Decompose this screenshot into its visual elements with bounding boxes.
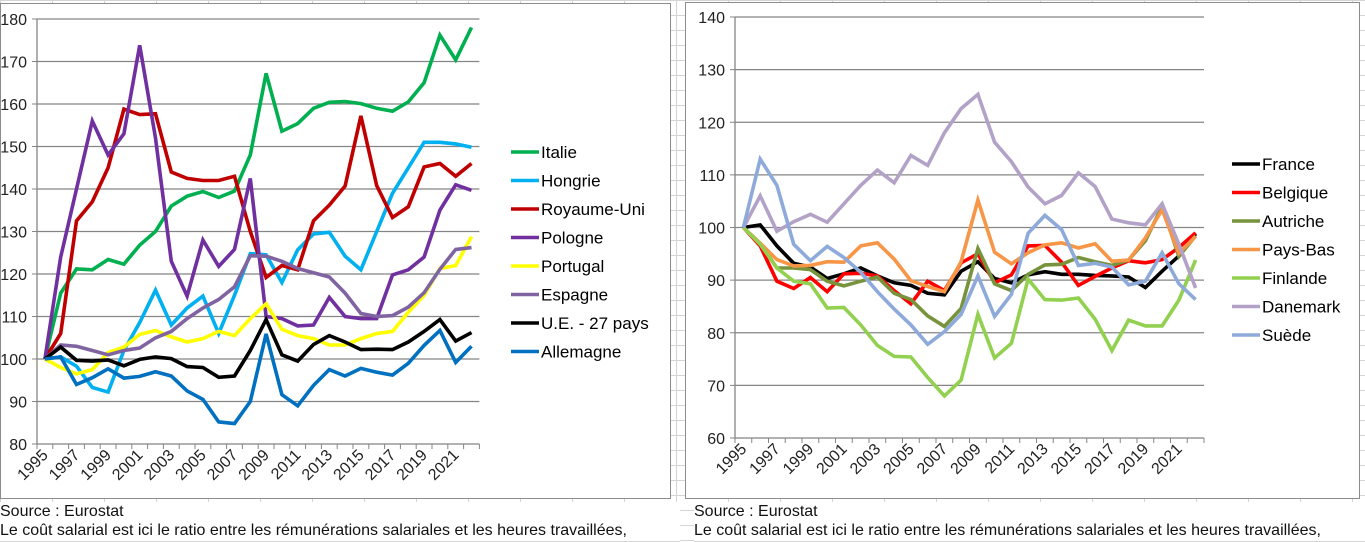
y-tick-label: 80 <box>9 437 27 454</box>
legend-label: Royaume-Uni <box>541 200 645 219</box>
legend-item[interactable]: Royaume-Uni <box>511 200 645 219</box>
y-tick-label: 170 <box>1 55 27 72</box>
x-tick-label: 2007 <box>914 441 951 478</box>
legend-item[interactable]: Portugal <box>511 257 604 276</box>
x-tick-label: 2007 <box>204 447 241 484</box>
x-tick-label: 1997 <box>747 441 784 478</box>
series-line-allemagne[interactable] <box>44 327 473 426</box>
series-line-espagne[interactable] <box>43 245 472 361</box>
x-tick-label: 2005 <box>173 447 210 484</box>
legend-item[interactable]: Hongrie <box>511 172 601 191</box>
legend-label: Allemagne <box>541 343 621 362</box>
series-line-pologne[interactable] <box>43 44 473 360</box>
y-tick-label: 80 <box>707 326 725 343</box>
chart-right-labor-cost[interactable]: 60 70 80 90 100 110 120 130 140 1995 1997 1999 2001 2… <box>685 2 1360 499</box>
legend-item[interactable]: Espagne <box>511 286 608 305</box>
definition-note-left: Le coût salarial est ici le ratio entre … <box>0 521 680 542</box>
legend-label: Pays-Bas <box>1262 241 1335 260</box>
x-tick-label: 2019 <box>1115 441 1152 478</box>
x-tick-label: 2015 <box>1048 441 1085 478</box>
x-tick-label: 2021 <box>1149 441 1186 478</box>
x-tick-label: 2015 <box>331 447 368 484</box>
y-tick-label: 130 <box>698 63 725 80</box>
x-tick-label: 1999 <box>78 447 115 484</box>
series-line-portugal[interactable] <box>44 235 474 376</box>
legend-label: Pologne <box>541 229 603 248</box>
y-tick-label: 120 <box>1 267 27 284</box>
definition-note-right: Le coût salarial est ici le ratio entre … <box>694 521 1365 542</box>
x-tick-label: 2001 <box>109 447 146 484</box>
x-tick-label: 2003 <box>141 447 178 484</box>
source-note-right: Source : Eurostat <box>694 502 1365 523</box>
y-tick-label: 90 <box>9 395 27 412</box>
legend-label: Finlande <box>1262 269 1327 288</box>
legend-item[interactable]: Suède <box>1232 326 1311 345</box>
y-tick-label: 60 <box>707 431 725 448</box>
legend-label: Suède <box>1262 326 1311 345</box>
x-tick-label: 2013 <box>1015 441 1052 478</box>
x-tick-label: 2009 <box>236 447 273 484</box>
legend-label: Espagne <box>541 286 608 305</box>
series-line-autriche[interactable] <box>742 201 1197 329</box>
legend-label: France <box>1262 155 1315 174</box>
series-line-pays-bas[interactable] <box>742 193 1197 294</box>
series-line-su-de[interactable] <box>741 154 1197 347</box>
y-tick-label: 90 <box>707 273 725 290</box>
y-tick-label: 130 <box>1 225 27 242</box>
y-tick-label: 140 <box>698 10 725 27</box>
x-tick-label: 2011 <box>268 447 304 483</box>
legend-label: U.E. - 27 pays <box>541 314 649 333</box>
series-line-finlande[interactable] <box>742 226 1198 399</box>
x-tick-label: 1997 <box>46 447 83 484</box>
legend-label: Danemark <box>1262 298 1341 317</box>
legend-label: Autriche <box>1262 212 1324 231</box>
y-tick-label: 180 <box>1 12 27 29</box>
legend-item[interactable]: France <box>1232 155 1315 174</box>
y-tick-label: 110 <box>699 168 725 185</box>
y-tick-label: 100 <box>1 352 27 369</box>
legend-item[interactable]: Allemagne <box>511 343 621 362</box>
series-line-u-e-27-pays[interactable] <box>43 315 473 380</box>
legend-item[interactable]: Pays-Bas <box>1232 241 1335 260</box>
chart-right-svg: 6070809010011012013014019951997199920012… <box>698 10 1341 478</box>
x-tick-label: 2009 <box>948 441 985 478</box>
y-tick-label: 110 <box>1 310 27 327</box>
series-line-danemark[interactable] <box>741 91 1198 289</box>
x-tick-label: 2001 <box>814 441 851 478</box>
legend-item[interactable]: U.E. - 27 pays <box>511 314 649 333</box>
legend-item[interactable]: Pologne <box>511 229 603 248</box>
x-tick-label: 1999 <box>780 441 817 478</box>
legend-label: Italie <box>541 143 577 162</box>
legend-item[interactable]: Italie <box>511 143 577 162</box>
x-tick-label: 2017 <box>1082 441 1119 478</box>
x-tick-label: 2005 <box>881 441 918 478</box>
y-tick-label: 160 <box>1 97 27 114</box>
y-tick-label: 70 <box>707 378 725 395</box>
chart-left-svg: 8090100110120130140150160170180199519971… <box>1 12 649 484</box>
y-tick-label: 140 <box>1 182 27 199</box>
source-note-left: Source : Eurostat <box>0 502 680 523</box>
legend-label: Portugal <box>541 257 604 276</box>
legend-label: Hongrie <box>541 172 601 191</box>
legend-item[interactable]: Belgique <box>1232 184 1328 203</box>
y-tick-label: 120 <box>698 115 725 132</box>
legend-item[interactable]: Autriche <box>1232 212 1324 231</box>
x-tick-label: 2021 <box>425 447 462 484</box>
y-tick-label: 150 <box>1 140 27 157</box>
legend-item[interactable]: Danemark <box>1232 298 1341 317</box>
x-tick-label: 2003 <box>847 441 884 478</box>
x-tick-label: 2011 <box>982 441 1018 477</box>
series-line-italie[interactable] <box>43 26 474 360</box>
y-tick-label: 100 <box>698 221 725 238</box>
x-tick-label: 2019 <box>394 447 431 484</box>
x-tick-label: 2017 <box>362 447 399 484</box>
x-tick-label: 2013 <box>299 447 336 484</box>
chart-left-labor-cost[interactable]: 80 90 100 110 120 130 140 150 160 170 180 1995 1997 1… <box>0 3 671 499</box>
legend-item[interactable]: Finlande <box>1232 269 1327 288</box>
legend-label: Belgique <box>1262 184 1328 203</box>
